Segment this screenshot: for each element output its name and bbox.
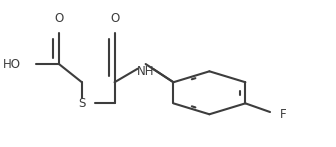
Text: HO: HO: [3, 57, 22, 71]
Text: S: S: [78, 97, 86, 110]
Text: O: O: [110, 12, 119, 25]
Text: F: F: [280, 108, 286, 121]
Text: O: O: [54, 12, 64, 25]
Text: NH: NH: [137, 66, 154, 78]
